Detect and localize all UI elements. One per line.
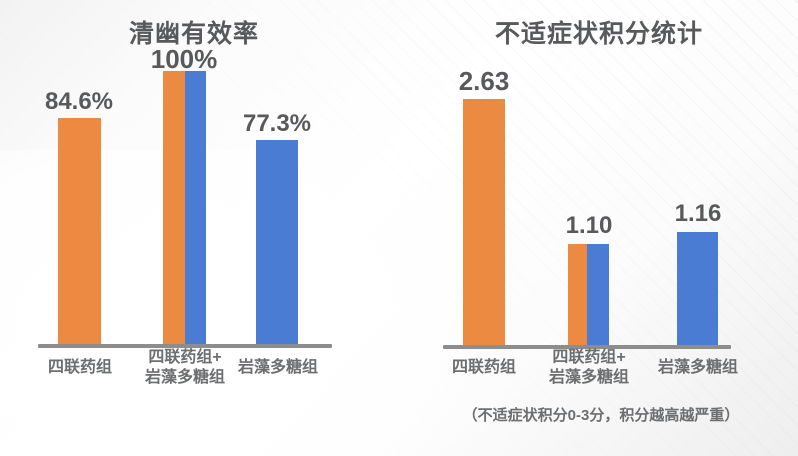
left-bar-2-category-label: 四联药组+ 岩藻多糖组: [144, 349, 225, 386]
right-bar-3-value-label: 1.16: [674, 200, 722, 227]
left-bar-1[interactable]: [58, 118, 101, 344]
right-bar-2-segment-orange: [568, 244, 587, 345]
right-bar-3-segment-blue: [677, 232, 718, 345]
left-bar-2-segment-orange: [163, 71, 185, 344]
left-bar-1-segment-orange: [58, 118, 101, 344]
left-chart-plot-area: 84.6% 四联药组 100% 四联药组+ 岩藻多糖组 77.3% 岩藻多糖组: [38, 44, 332, 386]
left-bar-3-value-label: 77.3%: [242, 110, 312, 137]
right-bar-1-segment-orange: [463, 99, 505, 345]
right-bar-3[interactable]: [677, 232, 718, 345]
right-bar-1-category-label: 四联药组: [451, 359, 516, 376]
left-bar-1-value-label: 84.6%: [44, 88, 114, 115]
left-chart-title: 清幽有效率: [128, 20, 259, 48]
right-chart-panel: 不适症状积分统计 2.63 四联药组 1.10 四联药组+ 岩藻多糖组 1.16…: [400, 0, 798, 456]
left-bar-2-segment-blue: [184, 71, 206, 344]
left-chart-panel: 清幽有效率 84.6% 四联药组 100% 四联药组+ 岩藻多糖组 77.3% …: [38, 20, 332, 386]
left-chart-axis-line: [38, 344, 332, 348]
left-bar-1-category-label: 四联药组: [47, 359, 112, 376]
right-bar-3-category-label: 岩藻多糖组: [657, 359, 738, 376]
right-chart-footnote: （不适症状积分0-3分，积分越高越严重）: [462, 407, 740, 424]
right-bar-2-segment-blue: [586, 244, 609, 345]
right-bar-1-value-label: 2.63: [458, 66, 510, 96]
right-chart-axis-line: [443, 345, 731, 349]
right-bar-2[interactable]: [568, 244, 609, 345]
right-bar-2-category-label: 四联药组+ 岩藻多糖组: [548, 349, 629, 386]
right-chart-title: 不适症状积分统计: [494, 20, 703, 48]
left-bar-2[interactable]: [163, 71, 206, 344]
left-bar-3-segment-blue: [256, 140, 298, 344]
left-bar-3-category-label: 岩藻多糖组: [237, 359, 318, 376]
right-bar-2-value-label: 1.10: [565, 212, 613, 239]
right-bar-1[interactable]: [463, 99, 505, 345]
right-chart-plot-area: 2.63 四联药组 1.10 四联药组+ 岩藻多糖组 1.16 岩藻多糖组 （不…: [400, 0, 798, 456]
left-bar-2-value-label: 100%: [150, 44, 218, 74]
left-bar-3[interactable]: [256, 140, 298, 344]
